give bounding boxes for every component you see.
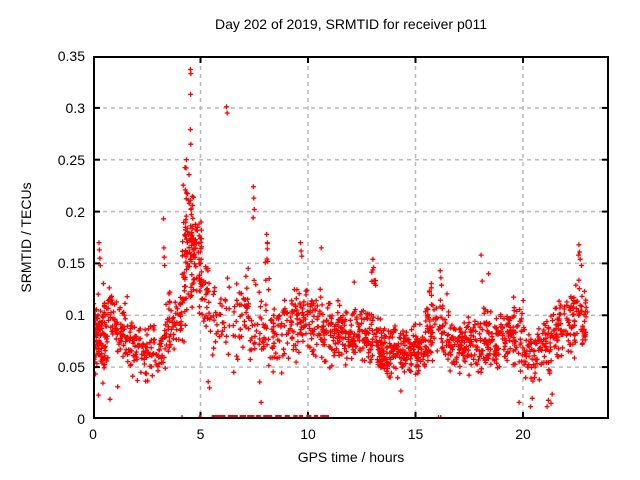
y-tick-label: 0 <box>77 411 85 427</box>
y-tick-label: 0.15 <box>57 255 85 272</box>
x-tick-label: 20 <box>515 426 531 442</box>
chart-title: Day 202 of 2019, SRMTID for receiver p01… <box>214 16 488 32</box>
x-tick-label: 10 <box>300 426 316 442</box>
y-tick-label: 0.3 <box>65 99 85 116</box>
plot-area <box>93 56 609 419</box>
y-tick-label: 0.25 <box>57 151 85 168</box>
x-tick-label: 15 <box>407 426 424 442</box>
y-tick-label: 0.05 <box>57 359 85 376</box>
x-axis-title: GPS time / hours <box>297 449 405 465</box>
x-tick-label: 5 <box>196 426 205 442</box>
y-tick-label: 0.2 <box>65 203 85 220</box>
x-tick-label: 0 <box>89 426 97 442</box>
y-tick-label: 0.1 <box>65 307 85 324</box>
y-tick-label: 0.35 <box>57 48 85 64</box>
